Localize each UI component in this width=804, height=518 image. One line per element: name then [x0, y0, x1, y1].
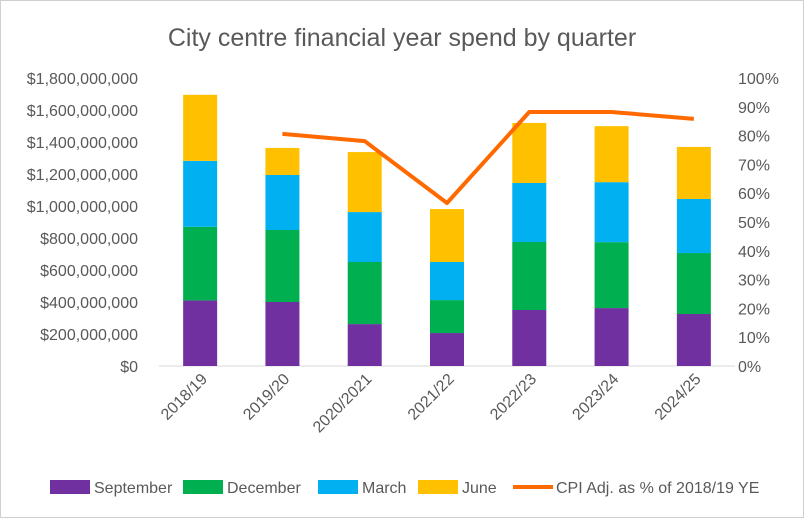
- y-right-tick-label: 40%: [738, 244, 770, 261]
- bar-march: [676, 198, 711, 254]
- bar-december: [265, 230, 300, 302]
- bar-december: [430, 300, 464, 334]
- y-left-tick-label: $400,000,000: [40, 295, 138, 312]
- bar-june: [594, 126, 629, 183]
- legend-swatch-september: [50, 480, 90, 494]
- y-left-tick-label: $1,800,000,000: [27, 71, 138, 88]
- bar-june: [430, 209, 464, 262]
- bar-september: [183, 300, 218, 366]
- bar-march: [430, 262, 464, 301]
- x-tick-label: 2023/24: [569, 371, 622, 424]
- legend-label: June: [462, 480, 497, 497]
- legend-swatch-march: [318, 480, 358, 494]
- bar-march: [265, 174, 300, 230]
- y-left-tick-label: $1,000,000,000: [27, 199, 138, 216]
- y-left-tick-label: $1,600,000,000: [27, 103, 138, 120]
- y-left-tick-label: $800,000,000: [40, 231, 138, 248]
- bar-march: [347, 212, 382, 262]
- x-tick-label: 2018/19: [158, 371, 211, 424]
- x-tick-label: 2022/23: [487, 371, 540, 424]
- legend-label: March: [362, 480, 406, 497]
- legend-swatch-december: [183, 480, 223, 494]
- legend-label: December: [227, 480, 301, 497]
- bar-june: [676, 146, 711, 199]
- bar-june: [512, 122, 547, 183]
- bar-september: [676, 314, 711, 366]
- bar-december: [594, 242, 629, 309]
- bar-march: [512, 182, 547, 242]
- y-left-tick-label: $200,000,000: [40, 327, 138, 344]
- y-right-tick-label: 100%: [738, 71, 779, 88]
- bar-december: [512, 242, 547, 310]
- bar-september: [347, 324, 382, 366]
- y-right-tick-label: 0%: [738, 359, 761, 376]
- x-tick-label: 2020/2021: [310, 371, 376, 437]
- bar-june: [347, 152, 382, 213]
- bar-march: [183, 160, 218, 227]
- bar-september: [265, 302, 300, 366]
- y-left-tick-label: $1,400,000,000: [27, 135, 138, 152]
- bar-march: [594, 182, 629, 243]
- x-tick-label: 2019/20: [240, 371, 293, 424]
- y-left-tick-label: $0: [120, 359, 138, 376]
- y-right-tick-label: 10%: [738, 330, 770, 347]
- y-right-tick-label: 50%: [738, 215, 770, 232]
- bar-december: [676, 253, 711, 314]
- bar-december: [347, 262, 382, 325]
- bar-june: [265, 147, 300, 175]
- legend-label: September: [94, 480, 173, 497]
- x-tick-label: 2021/22: [405, 371, 458, 424]
- y-right-tick-label: 60%: [738, 186, 770, 203]
- x-tick-label: 2024/25: [652, 371, 705, 424]
- bar-september: [430, 333, 464, 366]
- y-right-tick-label: 90%: [738, 100, 770, 117]
- bar-september: [594, 308, 629, 366]
- bar-december: [183, 226, 218, 301]
- bar-september: [512, 310, 547, 366]
- y-left-tick-label: $600,000,000: [40, 263, 138, 280]
- bar-june: [183, 94, 218, 161]
- y-right-tick-label: 70%: [738, 157, 770, 174]
- cpi-line: [282, 109, 695, 205]
- y-right-tick-label: 30%: [738, 273, 770, 290]
- legend-label: CPI Adj. as % of 2018/19 YE: [556, 480, 759, 497]
- y-right-tick-label: 20%: [738, 301, 770, 318]
- y-right-tick-label: 80%: [738, 129, 770, 146]
- chart-title: City centre financial year spend by quar…: [168, 24, 636, 52]
- legend-swatch-june: [418, 480, 458, 494]
- y-left-tick-label: $1,200,000,000: [27, 167, 138, 184]
